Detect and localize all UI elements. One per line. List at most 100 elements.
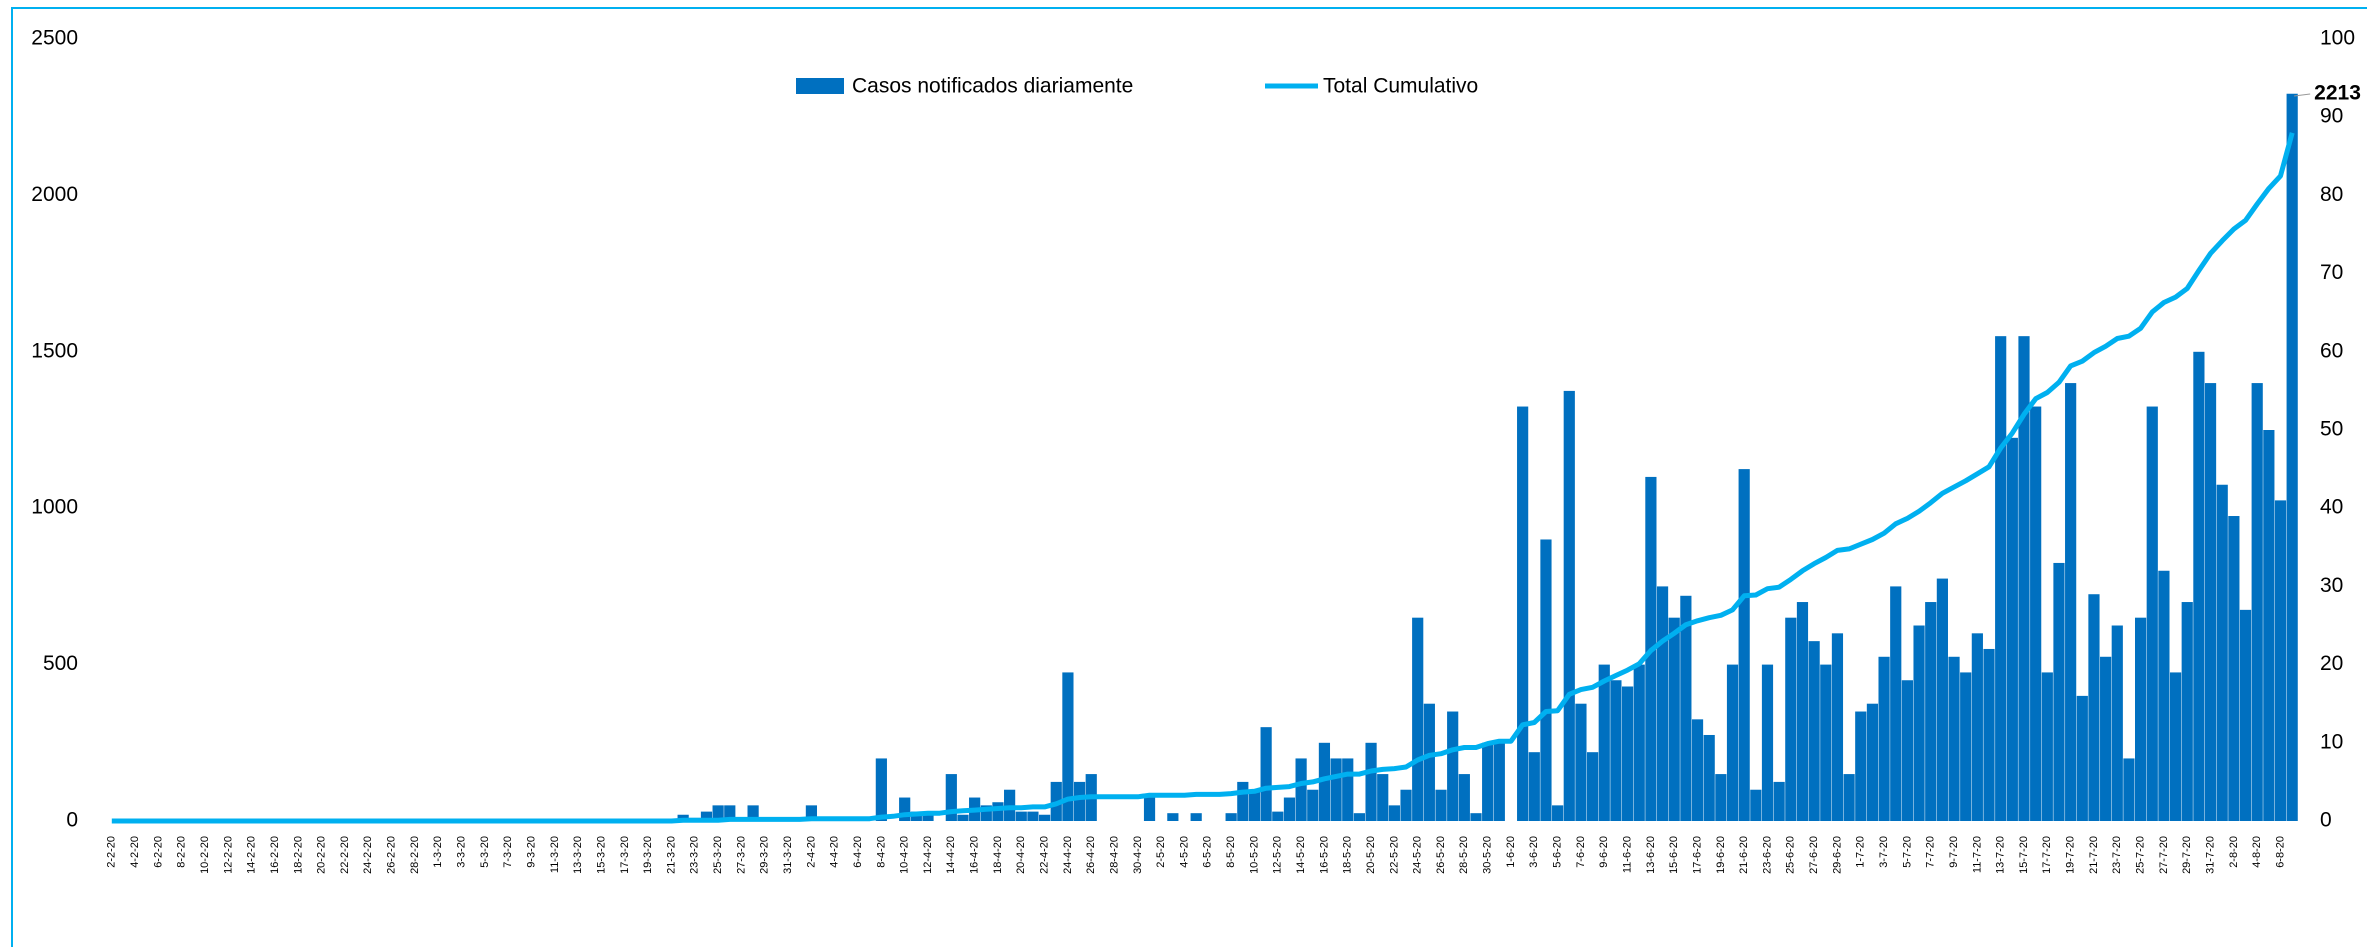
x-tick-label: 14-5-20: [1295, 836, 1307, 874]
bar: [1540, 539, 1552, 821]
bar: [1272, 811, 1284, 821]
bar: [1925, 602, 1937, 821]
bar: [1855, 711, 1867, 821]
x-tick-label: 12-4-20: [922, 836, 934, 874]
legend-label: Casos notificados diariamente: [852, 75, 1133, 98]
x-tick-label: 25-7-20: [2135, 836, 2147, 874]
bar: [2018, 336, 2030, 821]
x-tick-label: 21-3-20: [665, 836, 677, 874]
x-tick-label: 23-6-20: [1761, 836, 1773, 874]
bar: [1353, 813, 1366, 821]
x-tick-label: 26-5-20: [1435, 836, 1447, 874]
bar: [1190, 813, 1202, 821]
y2-tick-label: 90: [2320, 105, 2343, 128]
bar: [1796, 602, 1809, 821]
bar: [1143, 797, 1156, 821]
x-tick-label: 6-5-20: [1202, 836, 1214, 868]
x-tick-label: 16-5-20: [1318, 836, 1330, 874]
bar: [1248, 789, 1261, 821]
bar: [1598, 664, 1610, 821]
bar: [1843, 774, 1855, 821]
x-tick-label: 15-6-20: [1668, 836, 1680, 874]
x-tick-label: 8-4-20: [875, 836, 887, 868]
x-tick-label: 7-7-20: [1925, 836, 1937, 868]
x-tick-label: 10-4-20: [899, 836, 911, 874]
x-tick-label: 10-2-20: [199, 836, 211, 874]
legend-swatch: [796, 78, 844, 94]
x-tick-label: 17-6-20: [1691, 836, 1703, 874]
x-tick-label: 27-6-20: [1808, 836, 1820, 874]
bar: [2111, 625, 2123, 821]
y2-tick-label: 20: [2320, 652, 2343, 675]
bar: [1575, 703, 1587, 821]
bar: [700, 811, 713, 821]
y2-tick-label: 50: [2320, 418, 2343, 441]
y-tick-label: 500: [43, 652, 78, 675]
bar: [1901, 680, 1914, 821]
bar: [1225, 813, 1237, 821]
y2-tick-label: 10: [2320, 730, 2343, 753]
bar: [1750, 789, 1762, 821]
bar: [1447, 711, 1459, 821]
x-tick-label: 3-3-20: [456, 836, 468, 868]
x-tick-label: 6-4-20: [852, 836, 864, 868]
x-tick-label: 29-7-20: [2181, 836, 2193, 874]
y2-tick-label: 60: [2320, 339, 2343, 362]
x-tick-label: 20-4-20: [1015, 836, 1027, 874]
bar: [1726, 664, 1739, 821]
y2-tick-label: 40: [2320, 496, 2343, 519]
bar: [1283, 797, 1296, 821]
y2-tick-label: 0: [2320, 809, 2332, 832]
bar: [1400, 789, 1412, 821]
y2-tick-label: 80: [2320, 183, 2343, 206]
bar: [1342, 758, 1354, 821]
x-tick-label: 27-3-20: [735, 836, 747, 874]
bar: [2263, 430, 2275, 821]
x-tick-label: 6-2-20: [152, 836, 164, 868]
bar: [1995, 336, 2007, 821]
x-tick-label: 16-4-20: [969, 836, 981, 874]
bar: [1703, 734, 1715, 821]
annotation-leader: [2294, 93, 2311, 97]
cumulative-line: [111, 132, 2295, 824]
bar: [1517, 406, 1529, 821]
bar: [957, 814, 969, 821]
bar: [1365, 742, 1377, 821]
bar: [1563, 390, 1575, 821]
x-tick-label: 30-5-20: [1482, 836, 1494, 874]
x-tick-label: 2-4-20: [805, 836, 817, 868]
bar: [1038, 814, 1051, 821]
bar: [2228, 516, 2240, 821]
x-tick-label: 15-3-20: [595, 836, 607, 874]
x-tick-label: 31-3-20: [782, 836, 794, 874]
bar: [2204, 383, 2217, 821]
x-tick-label: 4-2-20: [129, 836, 141, 868]
bar: [1808, 641, 1820, 821]
bar: [2006, 437, 2018, 821]
x-tick-label: 29-6-20: [1831, 836, 1843, 874]
y2-tick-label: 100: [2320, 27, 2355, 50]
x-tick-label: 22-2-20: [339, 836, 351, 874]
bar: [2251, 383, 2263, 821]
x-tick-label: 7-6-20: [1575, 836, 1587, 868]
bar: [1015, 811, 1027, 821]
x-tick-label: 20-5-20: [1365, 836, 1377, 874]
bar: [747, 805, 759, 821]
bar: [1062, 672, 1074, 821]
bar: [1586, 752, 1599, 821]
bar: [2030, 406, 2042, 821]
x-tick-label: 9-7-20: [1948, 836, 1960, 868]
x-tick-label: 9-6-20: [1598, 836, 1610, 868]
x-tick-label: 22-4-20: [1039, 836, 1051, 874]
x-tick-label: 19-6-20: [1715, 836, 1727, 874]
bar: [2181, 602, 2193, 821]
x-tick-label: 28-4-20: [1108, 836, 1120, 874]
x-tick-label: 3-7-20: [1878, 836, 1890, 868]
x-tick-label: 25-3-20: [712, 836, 724, 874]
x-tick-label: 16-2-20: [269, 836, 281, 874]
y2-tick-label: 30: [2320, 574, 2343, 597]
y-tick-label: 0: [66, 809, 78, 832]
bar: [2100, 656, 2112, 821]
bar: [1913, 625, 1925, 821]
